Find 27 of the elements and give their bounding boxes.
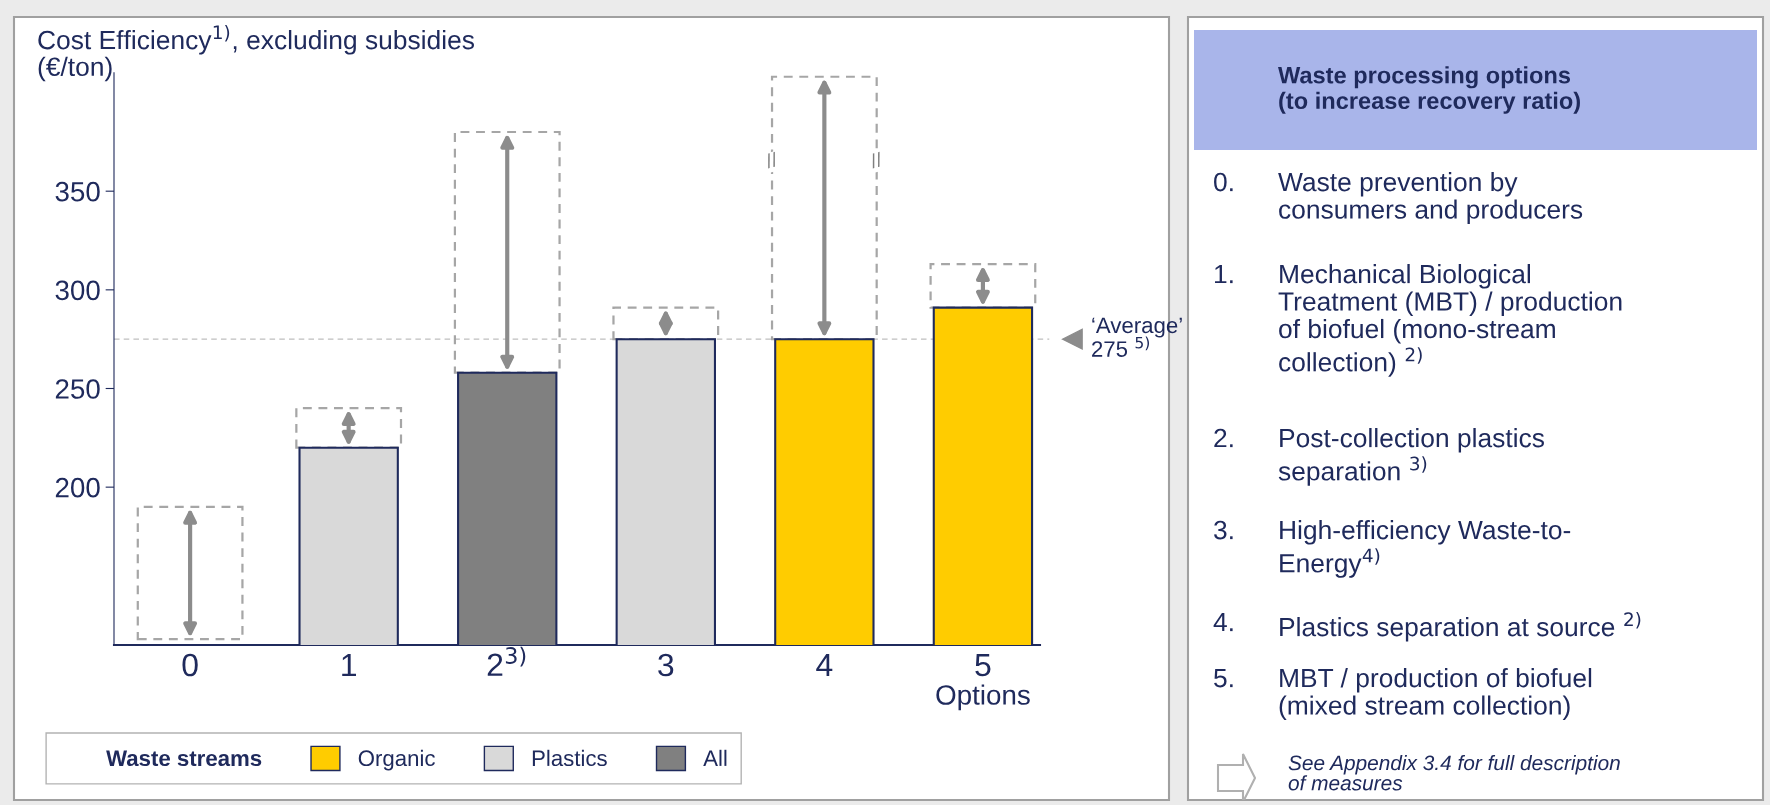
ref-line-label: ‘Average’ 275 $^{5)}$ [1092,317,1182,357]
y-tick-label: 200 [55,477,100,498]
x-tick-label: 1 [342,654,356,677]
annotation: // [764,151,779,169]
text: 4. Plastics separation at source $^{2)}$ [1213,612,1641,642]
x-axis-title: Options [936,684,1030,711]
text: 1. Mechanical Biological Treatment (MBT) / production of biofuel (mono-stream collection) $^{2)}$ [1215,264,1622,377]
x-tick-label: 5 [975,654,991,677]
x-tick-label: 0 [182,653,198,677]
y-tick-label: 250 [55,379,100,399]
legend-title: Waste streams [106,750,262,767]
text: Waste processing options (to increase recovery ratio) [1278,66,1580,114]
x-tick-label: 2$^{3)}$ [487,646,526,676]
text: 3. High-efficiency Waste-to- Energy$^{4)}$ [1214,520,1571,578]
text: 2. Post-collection plastics separation $^{3)}$ [1214,428,1544,486]
legend-label: All [703,749,727,766]
y-tick-label: 350 [55,181,100,202]
text: See Appendix 3.4 for full description of measures [1288,755,1620,791]
annotation: // [869,151,884,169]
chart-title: Cost Efficiency$^{1)}$, excluding subsidies (€/ton) [38,25,474,82]
text: 0. Waste prevention by consumers and producers [1214,172,1583,225]
x-tick-label: 4 [816,654,833,677]
x-tick-label: 3 [658,653,674,677]
legend-label: Organic [358,749,435,771]
text: 5. MBT / production of biofuel (mixed stream collection) [1214,668,1592,721]
y-tick-label: 300 [55,280,100,301]
legend-label: Plastics [532,749,607,767]
